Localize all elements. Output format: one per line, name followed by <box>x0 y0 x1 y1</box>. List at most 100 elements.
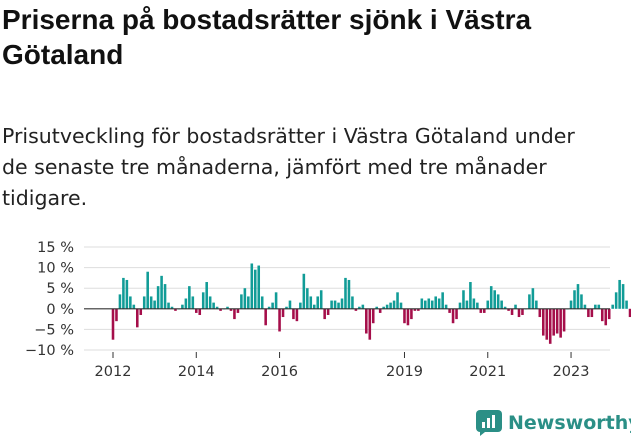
bar <box>195 308 198 313</box>
bar <box>170 306 174 309</box>
bar <box>420 298 424 309</box>
bar <box>621 284 625 309</box>
bar <box>545 308 549 340</box>
bar <box>118 294 122 309</box>
bar <box>281 308 285 318</box>
bar <box>236 308 240 313</box>
bar <box>274 292 278 309</box>
bar <box>559 308 562 338</box>
bar <box>604 308 608 326</box>
bar <box>323 308 326 320</box>
bar <box>125 279 129 309</box>
bar <box>260 296 264 309</box>
x-tick-label: 2014 <box>178 364 215 380</box>
bar <box>552 308 555 336</box>
newsworthy-logo: Newsworthy <box>476 409 631 437</box>
bar <box>340 298 344 309</box>
bar <box>451 308 455 324</box>
bar <box>521 308 524 315</box>
bar <box>167 302 170 309</box>
bar <box>337 302 340 309</box>
bar <box>316 296 320 309</box>
bar <box>580 294 583 309</box>
bar <box>139 308 143 315</box>
bar <box>326 308 330 315</box>
bar <box>493 290 496 309</box>
bar <box>253 269 257 309</box>
bar <box>184 298 188 309</box>
bar <box>587 308 590 318</box>
bar <box>153 300 156 309</box>
bar <box>142 296 146 309</box>
bar <box>528 294 531 309</box>
bar <box>430 300 434 309</box>
bar <box>215 306 219 309</box>
x-tick-label: 2012 <box>95 364 132 380</box>
bar <box>548 308 552 344</box>
bar <box>611 304 614 309</box>
bar <box>441 292 444 309</box>
gridlines <box>84 246 610 351</box>
bar <box>406 308 410 326</box>
chart-subtitle: Prisutveckling för bostadsrätter i Västr… <box>2 124 575 210</box>
bar <box>243 288 247 309</box>
bar <box>507 308 510 311</box>
newsworthy-chart-icon <box>476 410 502 436</box>
y-tick-label: −5 % <box>34 322 74 338</box>
y-tick-label: 0 % <box>46 302 74 318</box>
bar <box>129 296 132 309</box>
bar <box>389 302 392 309</box>
bar <box>330 300 333 309</box>
bar <box>410 308 413 320</box>
bar <box>371 308 375 324</box>
bar <box>483 308 486 313</box>
bar <box>625 300 628 309</box>
y-tick-label: 10 % <box>37 261 74 277</box>
bar <box>115 308 118 322</box>
bar <box>392 300 396 309</box>
bar <box>111 308 115 340</box>
bar <box>365 308 368 334</box>
bar <box>285 306 288 309</box>
bar <box>569 300 573 309</box>
bar <box>535 300 538 309</box>
brand-name: Newsworthy <box>508 412 631 434</box>
bar <box>163 284 167 309</box>
bar <box>517 308 521 318</box>
chart-title: Priserna på bostadsrätter sjönk i Västra… <box>2 4 532 70</box>
bar <box>444 304 448 309</box>
y-tick-label: 5 % <box>46 281 74 297</box>
x-axis-ticks: 2012201420162019202120232025 <box>95 352 589 380</box>
bar <box>344 277 347 309</box>
bar <box>500 300 503 309</box>
bar <box>434 296 437 309</box>
bar <box>358 306 361 309</box>
bar <box>614 292 618 309</box>
bar <box>469 282 472 309</box>
price-change-bar-chart: 15 % 10 % 5 % 0 % −5 % −10 % 2012 2014 2016 2019… <box>25 240 631 380</box>
bar <box>132 304 136 309</box>
bar <box>462 290 465 309</box>
bar <box>576 284 580 309</box>
bar <box>479 308 483 313</box>
bar <box>496 294 500 309</box>
bar <box>205 282 208 309</box>
bar <box>489 286 493 309</box>
bar <box>597 304 601 309</box>
bar <box>149 296 153 309</box>
bar <box>208 296 212 309</box>
bar <box>382 306 385 309</box>
bar <box>302 273 306 309</box>
bar <box>476 302 479 309</box>
bar <box>174 308 177 311</box>
bar <box>465 300 469 309</box>
bar <box>573 290 576 309</box>
bar <box>427 298 431 309</box>
bar <box>514 304 517 309</box>
bar <box>319 290 323 309</box>
bar <box>607 308 611 320</box>
bar <box>448 308 451 313</box>
bar <box>361 304 365 309</box>
bar <box>229 308 233 311</box>
bar <box>191 296 195 309</box>
